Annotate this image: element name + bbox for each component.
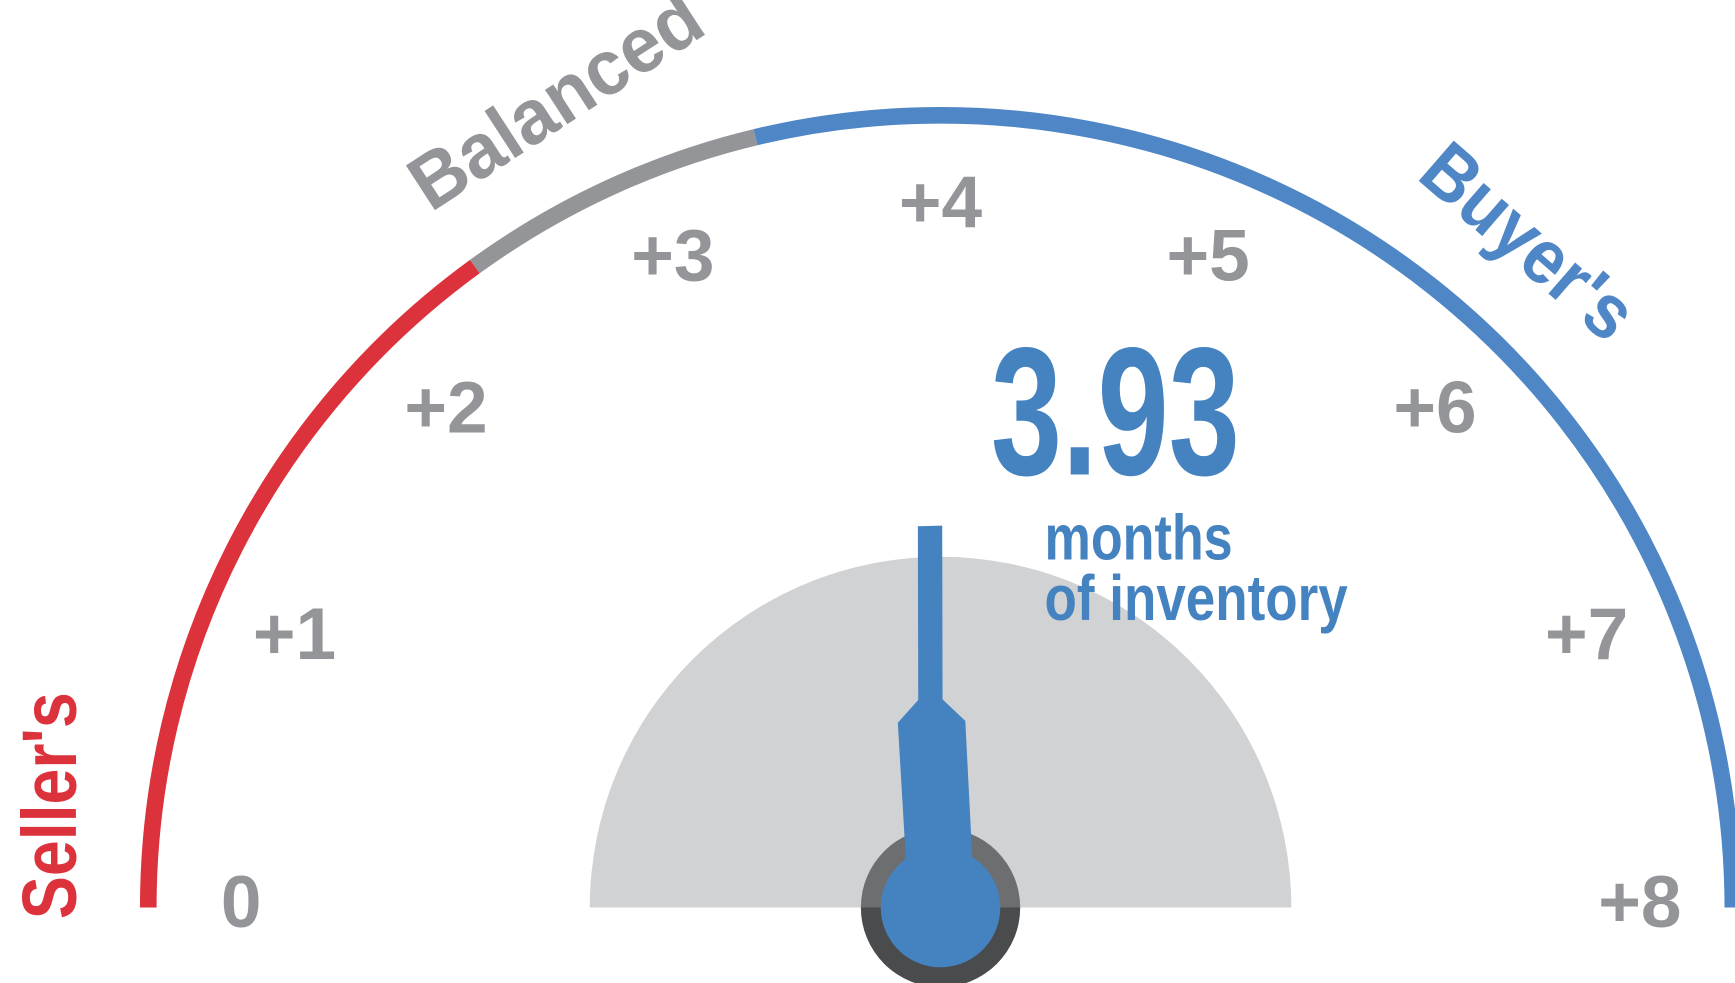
tick-label: +4 xyxy=(899,163,983,244)
tick-label: +5 xyxy=(1167,216,1250,297)
value-label: 3.93 xyxy=(991,309,1240,513)
zone-label: Balanced xyxy=(393,0,718,227)
needle-shape xyxy=(897,525,973,865)
zone-label: Buyer's xyxy=(1404,126,1652,358)
zone-arc xyxy=(753,106,1735,908)
tick-label: +6 xyxy=(1393,367,1476,448)
zone-arc xyxy=(469,129,758,274)
zone-arc xyxy=(139,259,480,908)
needle-hub xyxy=(880,847,1001,968)
tick-label: +3 xyxy=(631,216,714,297)
tick-label: +8 xyxy=(1598,862,1681,943)
tick-label: 0 xyxy=(221,862,262,943)
tick-label: +2 xyxy=(404,367,487,448)
tick-label: +7 xyxy=(1545,594,1628,675)
zone-label: Seller's xyxy=(7,692,93,919)
unit-line: months xyxy=(1045,501,1233,573)
needle xyxy=(880,525,1001,968)
tick-label: +1 xyxy=(253,594,336,675)
unit-line: of inventory xyxy=(1045,562,1348,634)
